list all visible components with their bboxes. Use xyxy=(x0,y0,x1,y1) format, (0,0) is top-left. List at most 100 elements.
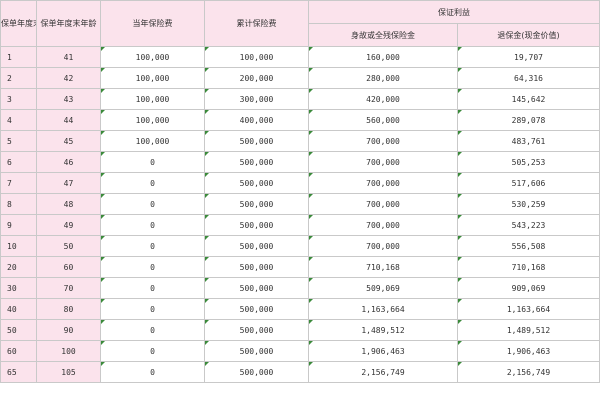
cell-cumulative-premium: 100,000 xyxy=(204,46,309,68)
cell-surrender-value: 543,223 xyxy=(457,214,600,236)
cell-age: 100 xyxy=(36,340,101,362)
cell-age: 50 xyxy=(36,235,101,257)
cell-death-benefit: 1,906,463 xyxy=(308,340,458,362)
cell-cumulative-premium: 500,000 xyxy=(204,256,309,278)
header-surrender-value: 退保金(现金价值) xyxy=(457,23,600,47)
table-row: 60 100 0 500,000 1,906,463 1,906,463 xyxy=(0,340,600,362)
cell-age: 45 xyxy=(36,130,101,152)
cell-annual-premium: 100,000 xyxy=(100,130,205,152)
cell-annual-premium: 0 xyxy=(100,256,205,278)
cell-policy-year: 60 xyxy=(0,340,37,362)
table-row: 5 45 100,000 500,000 700,000 483,761 xyxy=(0,130,600,152)
cell-annual-premium: 0 xyxy=(100,319,205,341)
cell-cumulative-premium: 500,000 xyxy=(204,130,309,152)
header-policy-year-end: 保单年度末 xyxy=(0,0,37,47)
cell-cumulative-premium: 500,000 xyxy=(204,151,309,173)
cell-death-benefit: 700,000 xyxy=(308,235,458,257)
table-row: 30 70 0 500,000 509,069 909,069 xyxy=(0,277,600,299)
cell-annual-premium: 0 xyxy=(100,235,205,257)
cell-age: 90 xyxy=(36,319,101,341)
cell-cumulative-premium: 500,000 xyxy=(204,214,309,236)
cell-annual-premium: 0 xyxy=(100,340,205,362)
cell-surrender-value: 710,168 xyxy=(457,256,600,278)
cell-age: 43 xyxy=(36,88,101,110)
cell-death-benefit: 1,489,512 xyxy=(308,319,458,341)
cell-age: 41 xyxy=(36,46,101,68)
cell-surrender-value: 289,078 xyxy=(457,109,600,131)
cell-surrender-value: 19,707 xyxy=(457,46,600,68)
cell-policy-year: 5 xyxy=(0,130,37,152)
table-row: 3 43 100,000 300,000 420,000 145,642 xyxy=(0,88,600,110)
cell-age: 70 xyxy=(36,277,101,299)
cell-cumulative-premium: 500,000 xyxy=(204,172,309,194)
cell-surrender-value: 1,906,463 xyxy=(457,340,600,362)
cell-surrender-value: 505,253 xyxy=(457,151,600,173)
cell-annual-premium: 0 xyxy=(100,214,205,236)
cell-surrender-value: 517,606 xyxy=(457,172,600,194)
cell-cumulative-premium: 500,000 xyxy=(204,298,309,320)
header-death-disability-benefit: 身故或全残保险金 xyxy=(308,23,458,47)
table-header: 保单年度末 保单年度末年龄 当年保险费 累计保险费 保证利益 身故或全残保险金 … xyxy=(0,0,600,47)
cell-annual-premium: 0 xyxy=(100,193,205,215)
cell-annual-premium: 100,000 xyxy=(100,109,205,131)
cell-cumulative-premium: 400,000 xyxy=(204,109,309,131)
cell-death-benefit: 700,000 xyxy=(308,193,458,215)
cell-death-benefit: 1,163,664 xyxy=(308,298,458,320)
cell-death-benefit: 280,000 xyxy=(308,67,458,89)
cell-policy-year: 9 xyxy=(0,214,37,236)
cell-policy-year: 1 xyxy=(0,46,37,68)
header-annual-premium: 当年保险费 xyxy=(100,0,205,47)
cell-policy-year: 50 xyxy=(0,319,37,341)
table-row: 2 42 100,000 200,000 280,000 64,316 xyxy=(0,67,600,89)
cell-policy-year: 3 xyxy=(0,88,37,110)
cell-age: 105 xyxy=(36,361,101,383)
cell-age: 60 xyxy=(36,256,101,278)
table-row: 6 46 0 500,000 700,000 505,253 xyxy=(0,151,600,173)
cell-surrender-value: 1,489,512 xyxy=(457,319,600,341)
cell-annual-premium: 0 xyxy=(100,151,205,173)
cell-age: 80 xyxy=(36,298,101,320)
cell-policy-year: 2 xyxy=(0,67,37,89)
cell-death-benefit: 700,000 xyxy=(308,214,458,236)
cell-annual-premium: 0 xyxy=(100,172,205,194)
cell-death-benefit: 560,000 xyxy=(308,109,458,131)
cell-cumulative-premium: 300,000 xyxy=(204,88,309,110)
benefit-table: 保单年度末 保单年度末年龄 当年保险费 累计保险费 保证利益 身故或全残保险金 … xyxy=(0,0,600,383)
cell-cumulative-premium: 200,000 xyxy=(204,67,309,89)
cell-annual-premium: 0 xyxy=(100,298,205,320)
cell-death-benefit: 700,000 xyxy=(308,130,458,152)
cell-policy-year: 7 xyxy=(0,172,37,194)
cell-cumulative-premium: 500,000 xyxy=(204,235,309,257)
cell-policy-year: 6 xyxy=(0,151,37,173)
cell-policy-year: 10 xyxy=(0,235,37,257)
cell-surrender-value: 556,508 xyxy=(457,235,600,257)
cell-age: 46 xyxy=(36,151,101,173)
cell-age: 42 xyxy=(36,67,101,89)
header-cumulative-premium: 累计保险费 xyxy=(204,0,309,47)
cell-death-benefit: 420,000 xyxy=(308,88,458,110)
cell-policy-year: 8 xyxy=(0,193,37,215)
cell-surrender-value: 909,069 xyxy=(457,277,600,299)
cell-surrender-value: 2,156,749 xyxy=(457,361,600,383)
cell-cumulative-premium: 500,000 xyxy=(204,277,309,299)
cell-death-benefit: 710,168 xyxy=(308,256,458,278)
table-row: 7 47 0 500,000 700,000 517,606 xyxy=(0,172,600,194)
cell-policy-year: 30 xyxy=(0,277,37,299)
table-row: 65 105 0 500,000 2,156,749 2,156,749 xyxy=(0,361,600,383)
cell-death-benefit: 2,156,749 xyxy=(308,361,458,383)
cell-annual-premium: 100,000 xyxy=(100,67,205,89)
header-policy-year-end-age: 保单年度末年龄 xyxy=(36,0,101,47)
cell-death-benefit: 160,000 xyxy=(308,46,458,68)
cell-age: 44 xyxy=(36,109,101,131)
cell-surrender-value: 530,259 xyxy=(457,193,600,215)
cell-death-benefit: 700,000 xyxy=(308,151,458,173)
cell-surrender-value: 483,761 xyxy=(457,130,600,152)
cell-annual-premium: 0 xyxy=(100,277,205,299)
header-guaranteed-benefits: 保证利益 xyxy=(308,0,600,24)
cell-cumulative-premium: 500,000 xyxy=(204,340,309,362)
cell-surrender-value: 145,642 xyxy=(457,88,600,110)
table-row: 10 50 0 500,000 700,000 556,508 xyxy=(0,235,600,257)
cell-policy-year: 65 xyxy=(0,361,37,383)
cell-policy-year: 20 xyxy=(0,256,37,278)
